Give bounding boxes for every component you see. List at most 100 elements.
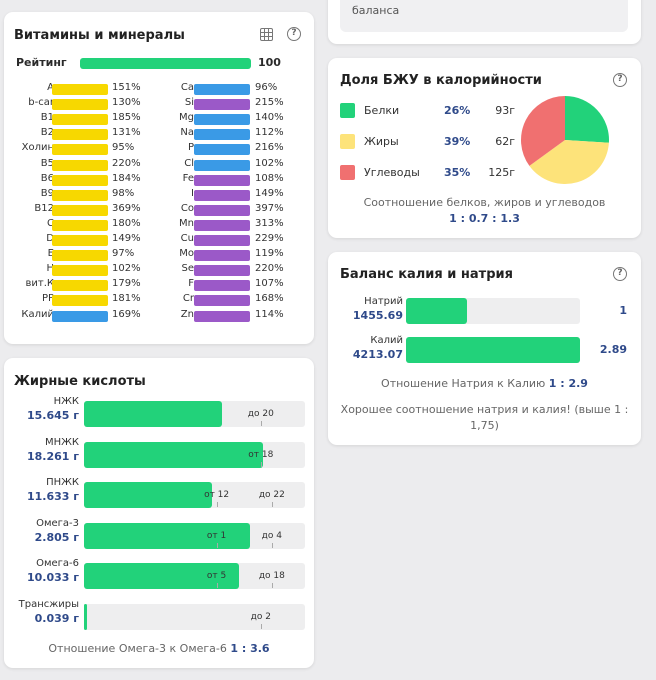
vitamin-value: 112% — [255, 127, 284, 139]
vitamin-label: C — [47, 217, 54, 229]
vitamin-bar — [52, 250, 108, 262]
vitamin-label: Na — [180, 127, 194, 139]
bju-swatch — [340, 103, 355, 118]
rating-label: Рейтинг — [16, 56, 67, 69]
vitamin-bar — [52, 144, 108, 156]
fatty-acid-fill — [84, 401, 223, 427]
vitamin-row: Ca 96% — [4, 82, 314, 95]
vitamin-row: Si 215% — [4, 97, 314, 111]
fatty-acid-value: 18.261 г — [26, 449, 79, 463]
fatty-acid-fill — [84, 563, 239, 589]
vitamin-bar — [194, 295, 250, 307]
vitamin-label: Cl — [184, 157, 194, 169]
pie-slice — [521, 96, 565, 166]
vitamin-label: PP — [41, 293, 54, 305]
vitamin-value: 98% — [112, 187, 135, 199]
fatty-acid-fill — [84, 441, 263, 468]
bju-ratio: Соотношение белков, жиров и углеводов 1 … — [328, 195, 641, 227]
vitamin-bar — [52, 189, 108, 201]
pie-slice — [529, 140, 609, 184]
bju-grams: 62г — [495, 135, 515, 148]
fatty-acid-fill — [84, 603, 87, 630]
norm-marker: до 20 — [248, 401, 274, 427]
bju-title: Доля БЖУ в калорийности — [340, 73, 542, 88]
balance-ratio: 1 — [619, 304, 627, 317]
norm-marker-tick — [260, 461, 262, 467]
norm-marker-tick — [216, 542, 218, 548]
bju-percent: 35% — [444, 166, 471, 179]
norm-marker-label: до 22 — [258, 490, 285, 500]
omega-ratio-value: 1 : 3.6 — [230, 642, 270, 655]
vitamin-row: Mo 119% — [4, 248, 314, 262]
balance-row: Калий 4213.07 2.89 — [328, 335, 641, 365]
help-icon[interactable]: ? — [287, 27, 301, 41]
fatty-acid-value: 10.033 г — [26, 571, 79, 584]
vitamin-value: 97% — [112, 248, 135, 260]
vitamin-bar — [52, 84, 108, 95]
vitamin-label: B12 — [34, 202, 54, 214]
vitamin-label: Mg — [179, 112, 194, 124]
norm-marker-label: до 2 — [250, 611, 271, 622]
balance-card: Баланс калия и натрия ? Натрий 1455.69 1 Ка… — [328, 252, 641, 445]
vitamin-row: Se 220% — [4, 263, 314, 277]
table-icon[interactable] — [260, 28, 273, 41]
top-partial-card: баланса — [328, 0, 641, 44]
vitamin-row: Холин 95% — [4, 142, 314, 156]
vitamin-label: B6 — [40, 172, 54, 184]
bju-percent: 39% — [444, 135, 471, 148]
vitamin-bar — [194, 265, 250, 277]
vitamin-row: B1 185% — [4, 112, 314, 126]
norm-marker: от 5 — [207, 563, 227, 589]
fatty-acid-row: Трансжиры 0.039 г до 2 — [16, 599, 306, 639]
vitamin-value: 369% — [112, 202, 141, 214]
vitamin-label: A — [47, 82, 54, 93]
vitamin-value: 220% — [255, 263, 284, 275]
vitamin-row: Fe 108% — [4, 173, 314, 186]
vitamins-card: Витамины и минералы ? Рейтинг 100 A 151% b… — [4, 12, 314, 344]
norm-marker-tick — [260, 623, 262, 629]
na-k-ratio: Отношение Натрия к Калию 1 : 2.9 — [328, 377, 641, 390]
vitamin-bar — [52, 114, 108, 126]
vitamin-bar — [194, 159, 250, 171]
norm-marker-label: от 1 — [206, 530, 227, 541]
omega-ratio: Отношение Омега-3 к Омега-6 1 : 3.6 — [4, 642, 314, 655]
vitamin-bar — [194, 280, 250, 292]
vitamin-row: PP 181% — [4, 293, 314, 307]
bju-grams: 125г — [488, 166, 515, 179]
norm-marker-label: до 4 — [261, 530, 283, 541]
help-icon[interactable]: ? — [613, 267, 627, 281]
vitamin-label: Si — [184, 97, 194, 109]
norm-marker: от 12 — [204, 482, 229, 508]
fatty-acid-name: Омега-3 — [36, 517, 79, 529]
vitamin-label: Mn — [179, 217, 194, 229]
norm-marker-tick — [271, 502, 273, 507]
vitamin-value: 149% — [255, 187, 284, 199]
vitamin-label: P — [187, 142, 194, 154]
top-partial-text: баланса — [352, 4, 400, 17]
norm-marker: до 18 — [259, 563, 285, 589]
vitamin-label: Холин — [21, 142, 54, 154]
vitamin-value: 108% — [255, 172, 284, 184]
vitamin-label: Ca — [180, 82, 194, 93]
norm-marker-tick — [260, 421, 262, 426]
vitamin-value: 96% — [255, 82, 278, 93]
vitamin-label: Калий — [21, 308, 54, 320]
help-icon[interactable]: ? — [613, 73, 627, 87]
vitamin-row: b-car 130% — [4, 97, 314, 111]
vitamin-row: C 180% — [4, 218, 314, 231]
bju-row: Углеводы 35% 125г — [340, 165, 515, 183]
norm-marker: до 4 — [262, 523, 282, 549]
vitamin-row: Cu 229% — [4, 233, 314, 246]
vitamin-bar — [194, 84, 250, 95]
vitamin-label: I — [191, 187, 194, 199]
balance-row: Натрий 1455.69 1 — [328, 296, 641, 326]
vitamin-row: E 97% — [4, 248, 314, 262]
vitamin-row: A 151% — [4, 82, 314, 95]
norm-marker-tick — [271, 583, 273, 588]
rating-bar — [80, 58, 251, 69]
fatty-acid-track: от 5 до 18 — [84, 563, 305, 589]
vitamin-value: 184% — [112, 172, 141, 184]
vitamin-label: b-car — [28, 97, 54, 109]
vitamin-bar — [52, 310, 108, 322]
vitamin-bar — [194, 204, 250, 216]
